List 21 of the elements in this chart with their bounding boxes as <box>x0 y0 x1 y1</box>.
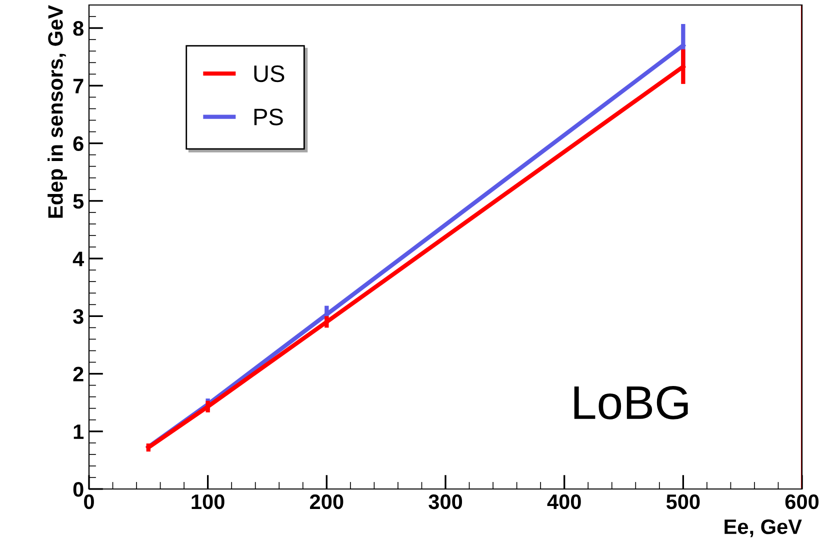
x-tick-label: 600 <box>785 494 819 510</box>
y-tick-label: 3 <box>73 309 84 324</box>
legend-label: US <box>254 65 284 82</box>
y-tick-label: 4 <box>72 252 84 266</box>
y-tick-label: 1 <box>74 424 84 439</box>
y-tick-label: 5 <box>73 194 84 209</box>
y-tick-label: 8 <box>73 21 84 36</box>
annotation: LoBG <box>574 386 688 420</box>
x-tick-label: 0 <box>84 494 94 510</box>
y-tick-label: 7 <box>73 78 84 94</box>
y-tick-label: 2 <box>73 366 84 382</box>
legend-label: PS <box>254 108 283 126</box>
x-tick-label: 100 <box>192 494 224 510</box>
y-tick-label: 6 <box>73 136 84 152</box>
x-tick-label: 400 <box>547 494 581 510</box>
x-tick-label: 200 <box>310 494 344 510</box>
x-tick-label: 500 <box>666 494 700 510</box>
x-axis-title: Ee, GeV <box>724 519 802 538</box>
y-tick-label: 0 <box>73 482 84 497</box>
y-axis-title: Edep in sensors, GeV <box>48 5 67 218</box>
x-tick-label: 300 <box>428 494 462 510</box>
